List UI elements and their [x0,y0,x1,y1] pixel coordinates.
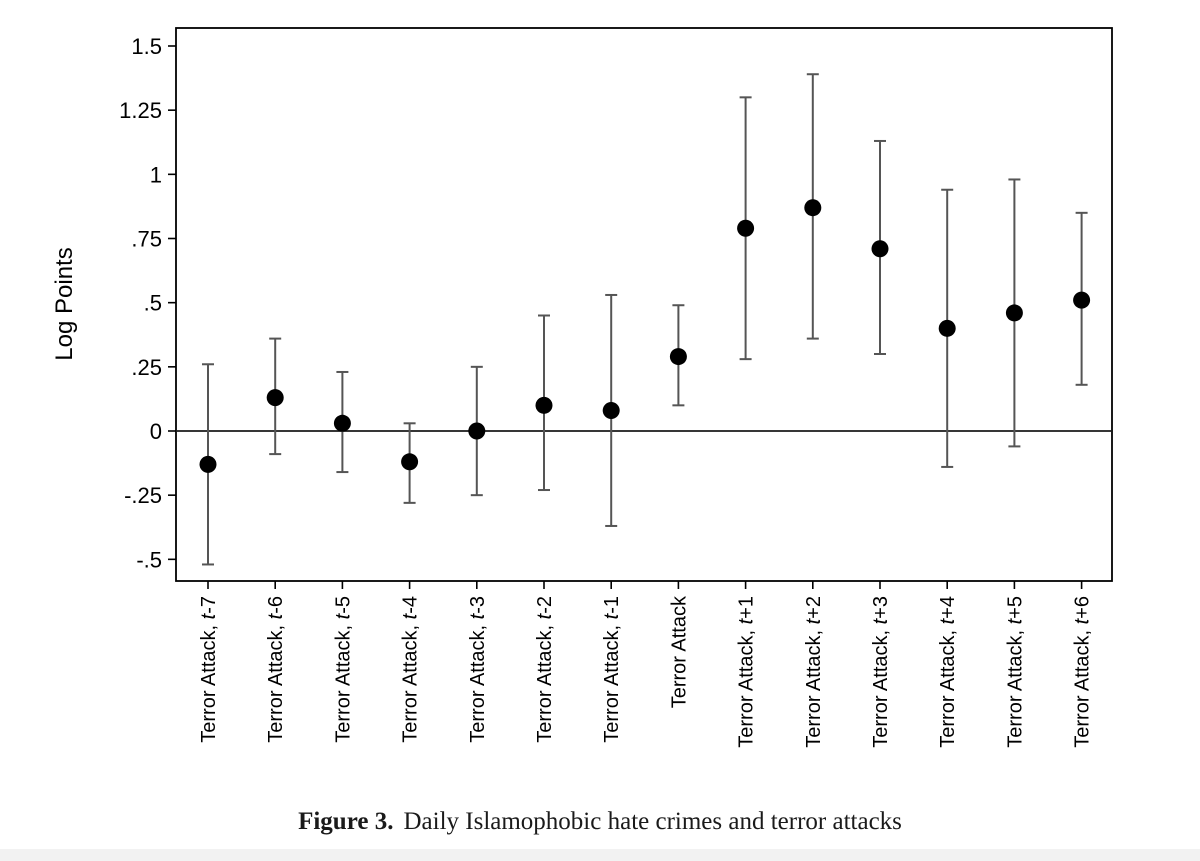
estimate-point [938,319,956,337]
y-axis-title: Log Points [51,247,78,360]
y-tick-label: 1 [150,162,162,187]
figure-caption-text: Daily Islamophobic hate crimes and terro… [403,808,902,835]
y-axis: -.5 -.25 0 .25 .5 .75 1 1.25 1.5 [119,34,176,572]
y-tick-label: 1.25 [119,98,162,123]
estimate-point [737,219,755,237]
estimate-point [602,401,620,419]
x-tick-label: Terror Attack, t-7 [198,596,220,743]
x-tick-label: Terror Attack, t-5 [332,596,354,743]
estimate-point [535,396,553,414]
x-tick-label: Terror Attack, t+6 [1072,596,1094,748]
figure-caption: Figure 3. Daily Islamophobic hate crimes … [0,808,1200,836]
y-tick-label: -.5 [136,547,162,572]
point-layer [199,199,1091,473]
figure-label: Figure 3. [298,808,394,835]
x-tick-label: Terror Attack, t+3 [870,596,892,748]
estimate-point [1005,304,1023,322]
x-tick-label: Terror Attack, t-4 [400,596,422,743]
x-tick-label: Terror Attack, t-6 [265,596,287,743]
x-tick-label: Terror Attack, t+1 [736,596,758,748]
y-tick-label: -.25 [124,483,162,508]
y-tick-label: .75 [131,227,162,252]
estimate-point [333,414,351,432]
y-tick-label: .5 [144,291,162,316]
estimate-point [804,199,822,217]
estimate-point [199,455,217,473]
x-tick-label: Terror Attack, t+4 [937,596,959,748]
x-tick-label: Terror Attack, t-1 [601,596,623,743]
error-bar-layer [202,73,1088,566]
x-tick-label: Terror Attack [668,595,690,708]
x-tick-label: Terror Attack, t-2 [534,596,556,743]
plot-frame [175,27,1113,582]
estimate-point [871,240,889,258]
estimate-point [266,389,284,407]
estimate-point [468,422,486,440]
estimate-point [669,348,687,366]
estimate-point [1073,291,1091,309]
x-tick-label: Terror Attack, t+2 [803,596,825,748]
y-tick-label: 0 [150,419,162,444]
estimate-point [401,453,419,471]
x-axis: Terror Attack, t-7 Terror Attack, t-6 Terr… [198,581,1094,748]
y-tick-label: .25 [131,355,162,380]
page-bottom-strip [0,849,1200,861]
x-tick-label: Terror Attack, t-3 [467,596,489,743]
y-tick-label: 1.5 [131,34,162,59]
x-tick-label: Terror Attack, t+5 [1004,596,1026,748]
